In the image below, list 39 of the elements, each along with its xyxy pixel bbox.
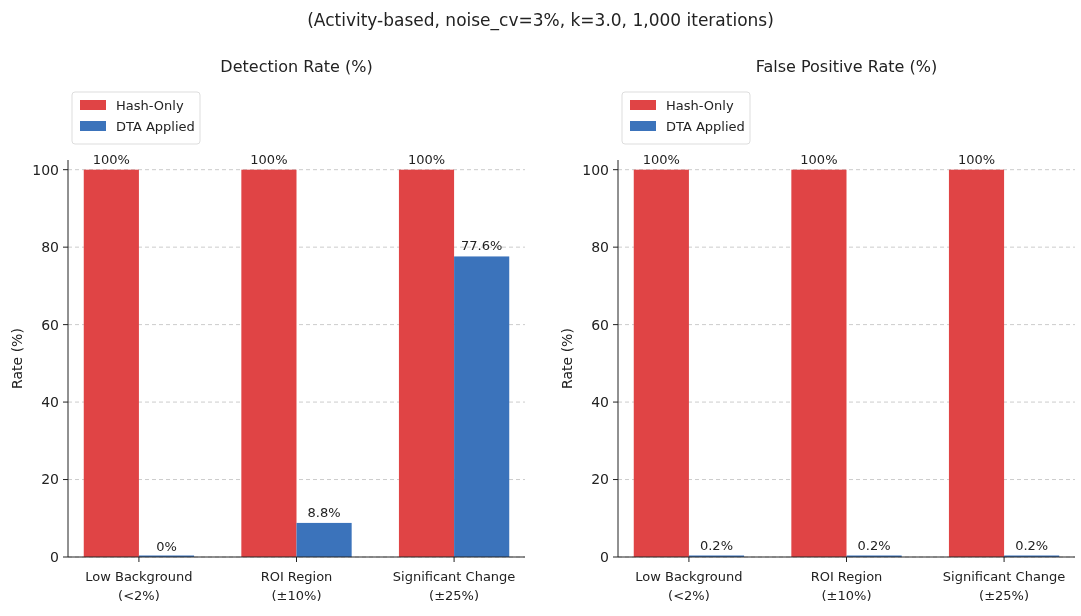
chart-title: Detection Rate (%) bbox=[220, 57, 373, 76]
x-tick-label: Significant Change (±25%) bbox=[392, 569, 516, 603]
data-label: 100% bbox=[250, 151, 288, 167]
y-tick-label: 80 bbox=[591, 239, 609, 256]
y-axis-title: Rate (%) bbox=[9, 328, 25, 389]
data-label: 77.6% bbox=[461, 238, 503, 254]
data-label: 8.8% bbox=[307, 504, 341, 520]
y-axis-title: Rate (%) bbox=[559, 328, 575, 389]
data-label: 100% bbox=[92, 151, 130, 167]
y-tick-label: 100 bbox=[582, 161, 609, 178]
data-label: 100% bbox=[642, 151, 680, 167]
data-label: 100% bbox=[800, 151, 838, 167]
y-tick-label: 60 bbox=[591, 316, 609, 333]
data-label: 100% bbox=[957, 151, 996, 167]
y-tick-label: 100 bbox=[32, 161, 59, 178]
data-label: 100% bbox=[407, 151, 446, 167]
data-label: 0% bbox=[156, 539, 177, 554]
y-tick-label: 20 bbox=[591, 471, 609, 488]
x-tick-label: ROI Region (±10%) bbox=[810, 569, 883, 603]
legend-label: Hash-Only bbox=[666, 97, 734, 113]
y-tick-label: 40 bbox=[41, 393, 59, 410]
chart-title: False Positive Rate (%) bbox=[755, 57, 938, 76]
y-tick-label: 0 bbox=[50, 548, 59, 565]
y-tick-label: 20 bbox=[41, 471, 59, 488]
chart-subtitle: (Activity-based, noise_cv=3%, k=3.0, 1,000 iterations) bbox=[307, 10, 774, 31]
legend-label: DTA Applied bbox=[116, 118, 195, 134]
data-label: 0.2% bbox=[699, 538, 734, 554]
legend-label: Hash-Only bbox=[116, 97, 184, 113]
y-tick-label: 60 bbox=[41, 316, 59, 333]
x-tick-label: Low Background (<2%) bbox=[635, 569, 743, 603]
x-tick-label: ROI Region (±10%) bbox=[260, 569, 333, 603]
legend-label: DTA Applied bbox=[666, 118, 745, 134]
y-tick-label: 40 bbox=[591, 393, 609, 410]
y-tick-label: 0 bbox=[600, 548, 609, 565]
y-tick-label: 80 bbox=[41, 239, 59, 256]
x-tick-label: Significant Change (±25%) bbox=[942, 569, 1066, 603]
data-label: 0.2% bbox=[1015, 538, 1049, 554]
x-tick-label: Low Background (<2%) bbox=[85, 569, 193, 603]
data-label: 0.2% bbox=[857, 538, 891, 554]
